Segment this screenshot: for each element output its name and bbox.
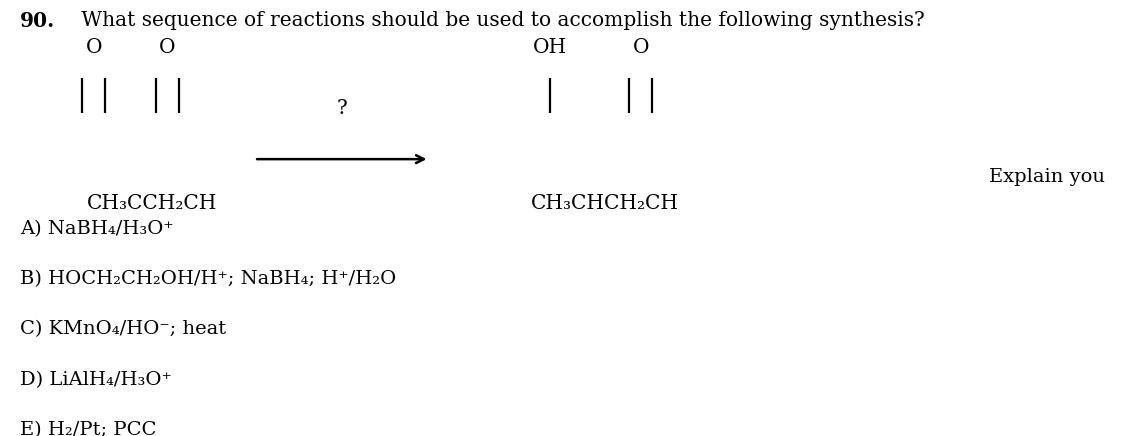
Text: O: O [86, 37, 102, 57]
Text: CH₃CCH₂CH: CH₃CCH₂CH [87, 194, 218, 213]
Text: What sequence of reactions should be used to accomplish the following synthesis?: What sequence of reactions should be use… [75, 11, 924, 30]
Text: O: O [159, 37, 175, 57]
Text: Explain you: Explain you [989, 167, 1105, 186]
Text: 90.: 90. [20, 11, 55, 31]
Text: E) H₂/Pt; PCC: E) H₂/Pt; PCC [20, 421, 157, 436]
Text: A) NaBH₄/H₃O⁺: A) NaBH₄/H₃O⁺ [20, 220, 174, 238]
Text: D) LiAlH₄/H₃O⁺: D) LiAlH₄/H₃O⁺ [20, 371, 172, 388]
Text: B) HOCH₂CH₂OH/H⁺; NaBH₄; H⁺/H₂O: B) HOCH₂CH₂OH/H⁺; NaBH₄; H⁺/H₂O [20, 270, 397, 288]
Text: ?: ? [337, 99, 348, 118]
Text: CH₃CHCH₂CH: CH₃CHCH₂CH [531, 194, 678, 213]
Text: O: O [633, 37, 649, 57]
Text: C) KMnO₄/HO⁻; heat: C) KMnO₄/HO⁻; heat [20, 320, 226, 338]
Text: OH: OH [533, 37, 567, 57]
